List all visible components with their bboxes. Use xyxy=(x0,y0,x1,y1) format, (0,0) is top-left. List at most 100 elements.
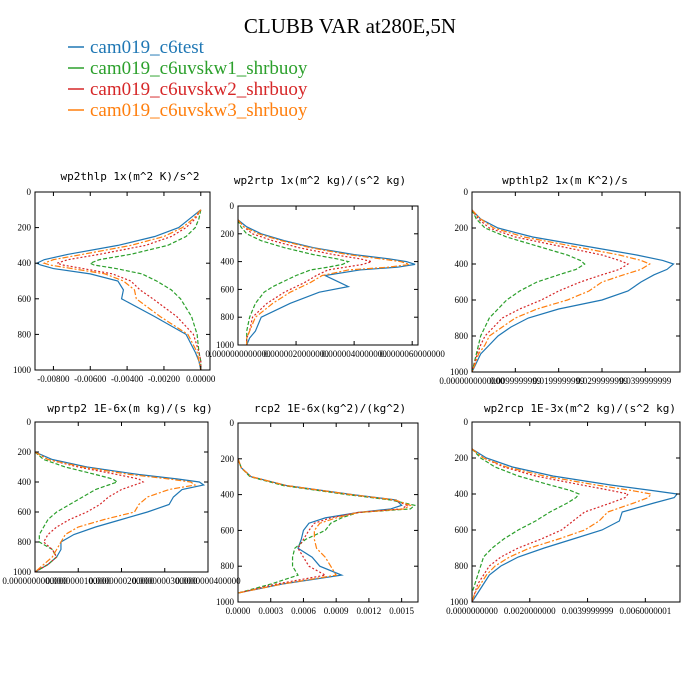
panel-6-ytick-label: 400 xyxy=(455,489,469,499)
panel-5-frame xyxy=(237,422,419,603)
panel-4-series-2 xyxy=(35,451,119,572)
panel-2-series-3 xyxy=(238,219,374,345)
panel-3-xtick-label: 0.0199999999 xyxy=(533,376,585,386)
panel-3-ytick-label: 400 xyxy=(455,259,469,269)
panel-5-xtick-label: 0.0000 xyxy=(226,606,251,616)
panel-4-ytick-label: 600 xyxy=(18,507,32,517)
panel-6-xtick-label: 0.0039999999 xyxy=(562,606,614,616)
panel-3-series-2 xyxy=(472,209,586,372)
panel-5-xtick-label: 0.0015 xyxy=(389,606,414,616)
panel-3: wpthlp2 1x(m K^2)/s020040060080010000.00… xyxy=(439,174,681,386)
panel-3-series-3 xyxy=(472,209,630,372)
legend-entry-3: cam019_c6uvskw2_shrbuoy xyxy=(90,79,308,100)
panel-1-ytick-label: 400 xyxy=(18,258,32,268)
panel-6-title: wp2rcp 1E-3x(m^2 kg)/(s^2 kg) xyxy=(484,402,676,415)
panel-2-title: wp2rtp 1x(m^2 kg)/(s^2 kg) xyxy=(234,174,406,187)
panel-3-xtick-label: 0.0000000000000 xyxy=(439,376,505,386)
panel-6: wp2rcp 1E-3x(m^2 kg)/(s^2 kg) 0 200 400 600 8… xyxy=(446,402,681,616)
panel-5-title: rcp2 1E-6x(kg^2)/(kg^2) xyxy=(254,402,406,415)
panel-3-xtick-label: 0.0299999999 xyxy=(576,376,628,386)
panel-1-ytick-label: 200 xyxy=(18,223,32,233)
panel-4-ytick-label: 0 xyxy=(27,417,32,427)
panel-6-ytick-label: 600 xyxy=(455,525,469,535)
panel-1-ytick-label: 0 xyxy=(27,187,32,197)
panel-2-ytick-label: 1000 xyxy=(216,340,235,350)
panel-1-series-2 xyxy=(88,209,202,370)
panel-1-xtick-label: -0.00400 xyxy=(111,374,144,384)
panel-3-series-1 xyxy=(472,209,675,372)
panel-1-frame xyxy=(34,191,211,371)
panel-4-ytick-label: 1000 xyxy=(13,567,32,577)
legend-entry-4: cam019_c6uvskw3_shrbuoy xyxy=(90,100,308,121)
panel-5: rcp2 1E-6x(kg^2)/(kg^2) 0 200 400 600 800 1000… xyxy=(216,402,419,616)
panel-5-series-4 xyxy=(238,458,412,594)
panel-2-series-1 xyxy=(238,219,416,345)
panel-5-series-1 xyxy=(238,458,403,594)
panel-3-title: wpthlp2 1x(m K^2)/s xyxy=(502,174,628,187)
panel-3-ytick-label: 1000 xyxy=(450,367,469,377)
panel-5-series-2 xyxy=(238,458,417,594)
panel-2-ytick-label: 400 xyxy=(221,257,235,267)
panel-5-ytick-label: 800 xyxy=(221,561,235,571)
panel-4-xtick-label: 0.0000000100000 xyxy=(46,576,112,586)
panel-4-series-3 xyxy=(35,451,145,572)
legend-entry-2: cam019_c6uvskw1_shrbuoy xyxy=(90,58,308,79)
panel-4-ytick-label: 400 xyxy=(18,477,32,487)
panel-4-series-4 xyxy=(35,451,197,572)
panels: wp2thlp 1x(m^2 K)/s^2 0 200 400 600 800 1000 -0… xyxy=(2,170,681,616)
panel-5-ytick-label: 200 xyxy=(221,454,235,464)
panel-4-xtick-label: 0.0000000300000 xyxy=(132,576,198,586)
panel-2: wp2rtp 1x(m^2 kg)/(s^2 kg) 0 200 400 600 800 1… xyxy=(205,174,445,359)
panel-3-ytick-label: 200 xyxy=(455,223,469,233)
panel-5-ytick-label: 1000 xyxy=(216,597,235,607)
panel-2-ytick-label: 0 xyxy=(230,201,235,211)
panel-5-xtick-label: 0.0006 xyxy=(291,606,316,616)
panel-6-ytick-label: 0 xyxy=(464,417,469,427)
panel-5-series-3 xyxy=(238,458,409,594)
panel-1-xtick-label: 0.00000 xyxy=(186,374,216,384)
panel-2-ytick-label: 600 xyxy=(221,284,235,294)
panel-2-xtick-label: 0.0000060000000 xyxy=(380,349,446,359)
panel-4-xtick-label: 0.0000000400000 xyxy=(175,576,241,586)
panel-3-ytick-label: 0 xyxy=(464,187,469,197)
panel-2-ytick-label: 200 xyxy=(221,229,235,239)
panel-4-title: wprtp2 1E-6x(m kg)/(s kg) xyxy=(47,402,213,415)
panel-2-series-4 xyxy=(238,219,410,345)
panel-3-frame xyxy=(471,191,681,373)
panel-1-ytick-label: 800 xyxy=(18,329,32,339)
panel-2-xtick-label: 0.0000000000000 xyxy=(205,349,271,359)
panel-4-series-1 xyxy=(35,451,206,572)
panel-1-xtick-label: -0.00200 xyxy=(148,374,181,384)
panel-5-xtick-label: 0.0009 xyxy=(324,606,349,616)
panel-3-xtick-label: 0.0099999999 xyxy=(489,376,541,386)
panel-1: wp2thlp 1x(m^2 K)/s^2 0 200 400 600 800 1000 -0… xyxy=(13,170,216,384)
panel-4: wprtp2 1E-6x(m kg)/(s kg) 0 200 400 600 800 10… xyxy=(2,402,241,586)
panel-4-xtick-label: 0.0000000200000 xyxy=(89,576,155,586)
panel-1-series-1 xyxy=(35,209,202,370)
panel-6-ytick-label: 800 xyxy=(455,561,469,571)
panel-6-series-3 xyxy=(472,448,630,602)
panel-4-ytick-label: 200 xyxy=(18,447,32,457)
panel-4-xtick-label: 0.0000000000000 xyxy=(2,576,68,586)
panel-6-series-4 xyxy=(472,448,653,602)
panel-1-ytick-label: 600 xyxy=(18,294,32,304)
panel-6-xtick-label: 0.0060000001 xyxy=(619,606,671,616)
panel-1-xtick-label: -0.00600 xyxy=(74,374,107,384)
panel-4-ytick-label: 800 xyxy=(18,537,32,547)
panel-5-ytick-label: 600 xyxy=(221,525,235,535)
figure-title: CLUBB VAR at280E,5N xyxy=(244,14,456,38)
panel-5-ytick-label: 400 xyxy=(221,490,235,500)
panel-2-series-2 xyxy=(238,219,351,345)
legend-entry-1: cam019_c6test xyxy=(90,37,205,58)
panel-1-series-3 xyxy=(55,209,202,370)
panel-2-ytick-label: 800 xyxy=(221,312,235,322)
panel-3-ytick-label: 800 xyxy=(455,331,469,341)
panel-3-ytick-label: 600 xyxy=(455,295,469,305)
panel-5-ytick-label: 0 xyxy=(230,418,235,428)
panel-5-xtick-label: 0.0012 xyxy=(357,606,382,616)
panel-6-xtick-label: 0.0000000000 xyxy=(446,606,498,616)
panel-6-series-2 xyxy=(472,448,580,602)
panel-1-title: wp2thlp 1x(m^2 K)/s^2 xyxy=(60,170,199,183)
panel-3-xtick-label: 0.0399999999 xyxy=(619,376,671,386)
